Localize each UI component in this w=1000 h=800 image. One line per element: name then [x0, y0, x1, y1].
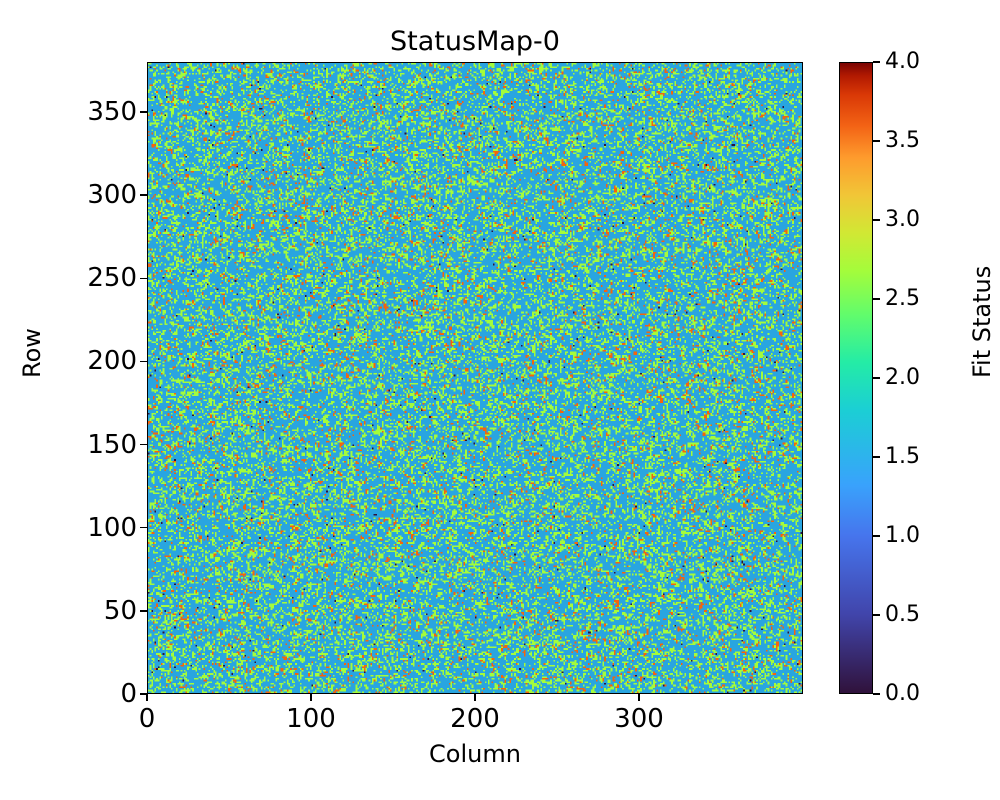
- colorbar-tick-label: 0.5: [885, 602, 920, 627]
- x-tick-label: 200: [450, 704, 500, 734]
- colorbar-tick-label: 3.0: [885, 207, 920, 232]
- colorbar-tick-mark: [873, 456, 880, 458]
- x-tick-label: 0: [138, 704, 156, 734]
- y-tick-label: 150: [87, 429, 137, 460]
- x-tick-label: 300: [614, 704, 664, 734]
- x-tick-label: 100: [286, 704, 336, 734]
- colorbar-gradient[interactable]: [839, 62, 873, 694]
- y-tick-label: 100: [87, 512, 137, 543]
- y-tick-mark: [140, 693, 147, 695]
- y-tick-label: 250: [87, 263, 137, 294]
- y-tick-mark: [140, 443, 147, 446]
- colorbar-tick-label: 0.0: [885, 681, 920, 706]
- x-tick-mark: [474, 694, 476, 701]
- colorbar-tick-label: 3.5: [885, 128, 920, 153]
- colorbar-tick-label: 2.0: [885, 365, 920, 390]
- colorbar-tick-mark: [873, 535, 880, 537]
- colorbar-tick-mark: [873, 298, 880, 300]
- colorbar-tick-label: 1.5: [885, 444, 920, 469]
- colorbar-tick-mark: [873, 377, 880, 379]
- y-tick-mark: [140, 111, 147, 113]
- colorbar-tick-label: 4.0: [885, 49, 920, 74]
- y-tick-label: 200: [87, 346, 137, 377]
- colorbar-tick-mark: [873, 219, 880, 221]
- page-title: StatusMap-0: [390, 26, 560, 57]
- y-tick-label: 0: [120, 679, 137, 709]
- x-tick-mark: [146, 694, 148, 701]
- y-tick-label: 350: [87, 96, 137, 127]
- y-tick-mark: [140, 360, 147, 363]
- heatmap-axes[interactable]: [147, 62, 803, 694]
- y-tick-label: 300: [87, 180, 137, 211]
- colorbar-tick-label: 2.5: [885, 286, 920, 311]
- heatmap-image: [148, 63, 802, 693]
- x-axis-label: Column: [429, 740, 521, 768]
- y-tick-label: 50: [103, 595, 137, 626]
- y-tick-mark: [140, 610, 147, 612]
- y-axis-label: Row: [18, 328, 46, 378]
- y-tick-mark: [140, 194, 147, 196]
- colorbar-tick-mark: [873, 693, 880, 695]
- colorbar-tick-mark: [873, 140, 880, 142]
- y-tick-mark: [140, 277, 147, 279]
- x-tick-mark: [638, 694, 640, 701]
- x-tick-mark: [310, 694, 312, 701]
- colorbar-label: Fit Status: [968, 265, 996, 378]
- y-tick-mark: [140, 526, 147, 529]
- colorbar-tick-label: 1.0: [885, 523, 920, 548]
- colorbar-tick-mark: [873, 61, 880, 63]
- colorbar-tick-mark: [873, 614, 880, 616]
